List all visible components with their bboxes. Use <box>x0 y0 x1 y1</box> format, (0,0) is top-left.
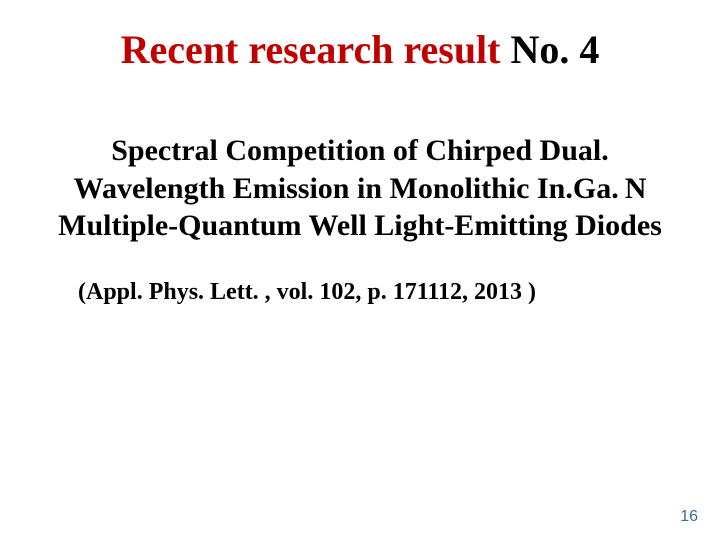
title-black-part: No. 4 <box>501 27 600 72</box>
slide-subtitle: Spectral Competition of Chirped Dual. Wa… <box>40 132 680 245</box>
slide-citation: (Appl. Phys. Lett. , vol. 102, p. 171112… <box>40 279 680 306</box>
slide-container: Recent research result No. 4 Spectral Co… <box>0 0 720 540</box>
title-red-part: Recent research result <box>121 27 501 72</box>
page-number: 16 <box>680 508 698 526</box>
slide-title: Recent research result No. 4 <box>40 28 680 72</box>
